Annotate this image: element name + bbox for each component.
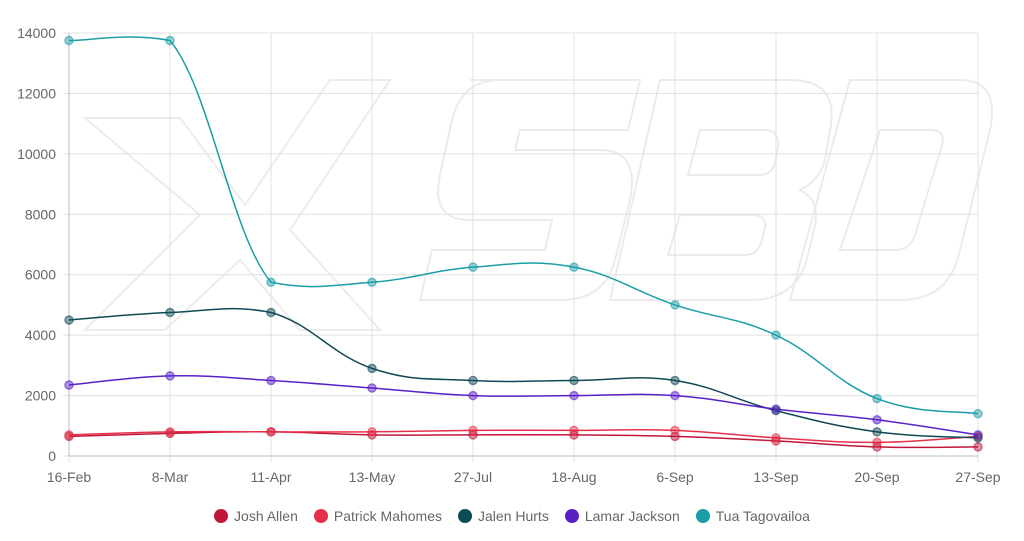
x-tick-label: 18-Aug: [551, 469, 596, 485]
data-point-jalen-hurts[interactable]: [872, 427, 882, 437]
data-point-josh-allen[interactable]: [771, 436, 781, 446]
series-line-jalen-hurts: [68, 307, 979, 439]
y-tick-label: 2000: [25, 388, 56, 404]
x-tick-label: 13-Sep: [753, 469, 798, 485]
legend-label: Lamar Jackson: [584, 508, 680, 524]
y-tick-label: 8000: [25, 206, 56, 222]
x-tick-label: 27-Sep: [955, 469, 1000, 485]
data-point-tua-tagovailoa[interactable]: [569, 262, 579, 272]
data-point-tua-tagovailoa[interactable]: [165, 35, 175, 46]
legend: Josh Allen Patrick Mahomes Jalen Hurts Lama…: [0, 505, 1024, 527]
data-point-patrick-mahomes[interactable]: [64, 430, 74, 440]
data-point-lamar-jackson[interactable]: [872, 414, 882, 425]
axes: 0 2000 4000 6000 8000 10000 12000 14000 16-Feb 8-…: [17, 25, 1001, 485]
data-point-jalen-hurts[interactable]: [670, 375, 680, 386]
watermark-logo: [82, 79, 993, 331]
grid: [68, 32, 979, 462]
series-line-patrick-mahomes: [68, 428, 979, 444]
x-tick-label: 8-Mar: [152, 469, 189, 485]
data-point-lamar-jackson[interactable]: [64, 380, 74, 390]
data-point-lamar-jackson[interactable]: [468, 390, 478, 401]
legend-label: Jalen Hurts: [478, 508, 549, 524]
data-point-patrick-mahomes[interactable]: [266, 427, 276, 437]
data-point-tua-tagovailoa[interactable]: [771, 330, 781, 340]
data-point-lamar-jackson[interactable]: [670, 390, 680, 401]
data-point-patrick-mahomes[interactable]: [165, 427, 175, 437]
x-tick-label: 20-Sep: [854, 469, 899, 485]
legend-marker: [564, 509, 579, 523]
legend-marker: [695, 509, 710, 523]
data-point-lamar-jackson[interactable]: [165, 371, 175, 381]
data-point-jalen-hurts[interactable]: [165, 307, 175, 318]
x-tick-label: 27-Jul: [454, 469, 492, 485]
y-tick-label: 10000: [17, 146, 56, 162]
legend-item-jalen-hurts[interactable]: Jalen Hurts: [458, 508, 549, 524]
legend-label: Tua Tagovailoa: [715, 508, 810, 524]
data-point-jalen-hurts[interactable]: [266, 307, 276, 318]
x-tick-label: 16-Feb: [47, 469, 92, 485]
legend-label: Patrick Mahomes: [333, 508, 443, 524]
data-point-tua-tagovailoa[interactable]: [872, 393, 882, 404]
data-point-lamar-jackson[interactable]: [266, 375, 276, 386]
data-point-jalen-hurts[interactable]: [367, 363, 377, 374]
y-tick-label: 0: [48, 448, 56, 464]
data-point-jalen-hurts[interactable]: [468, 375, 478, 386]
legend-item-patrick-mahomes[interactable]: Patrick Mahomes: [313, 508, 443, 524]
y-tick-label: 4000: [25, 327, 56, 343]
x-tick-label: 13-May: [349, 469, 396, 485]
x-tick-label: 11-Apr: [251, 469, 292, 485]
legend-marker: [214, 509, 229, 523]
data-point-patrick-mahomes[interactable]: [771, 433, 781, 443]
series-line-tua-tagovailoa: [68, 36, 979, 415]
series-points: [64, 35, 983, 452]
data-point-tua-tagovailoa[interactable]: [973, 408, 983, 419]
y-tick-label: 6000: [25, 267, 56, 283]
legend-item-josh-allen[interactable]: Josh Allen: [214, 508, 298, 524]
legend-item-lamar-jackson[interactable]: Lamar Jackson: [564, 508, 680, 524]
data-point-lamar-jackson[interactable]: [367, 383, 377, 393]
data-point-patrick-mahomes[interactable]: [872, 437, 882, 448]
y-tick-label: 14000: [17, 25, 56, 41]
data-point-tua-tagovailoa[interactable]: [670, 300, 680, 310]
data-point-jalen-hurts[interactable]: [64, 315, 74, 325]
data-point-patrick-mahomes[interactable]: [367, 427, 377, 437]
series-lines: [68, 36, 979, 449]
data-point-tua-tagovailoa[interactable]: [266, 277, 276, 288]
data-point-jalen-hurts[interactable]: [569, 375, 579, 386]
data-point-tua-tagovailoa[interactable]: [468, 262, 478, 272]
y-tick-label: 12000: [17, 85, 56, 101]
data-point-lamar-jackson[interactable]: [771, 404, 781, 414]
data-point-josh-allen[interactable]: [367, 430, 377, 440]
data-point-tua-tagovailoa[interactable]: [64, 35, 74, 46]
data-point-tua-tagovailoa[interactable]: [367, 277, 377, 288]
data-point-josh-allen[interactable]: [973, 442, 983, 452]
data-point-lamar-jackson[interactable]: [569, 390, 579, 401]
series-line-josh-allen: [68, 431, 979, 449]
legend-marker: [313, 509, 328, 523]
series-line-lamar-jackson: [68, 375, 979, 436]
data-point-patrick-mahomes[interactable]: [468, 425, 478, 436]
data-point-lamar-jackson[interactable]: [973, 430, 983, 440]
legend-label: Josh Allen: [234, 508, 298, 524]
data-point-jalen-hurts[interactable]: [973, 433, 983, 443]
legend-item-tua-tagovailoa[interactable]: Tua Tagovailoa: [695, 508, 810, 524]
data-point-patrick-mahomes[interactable]: [670, 425, 680, 436]
data-point-patrick-mahomes[interactable]: [569, 425, 579, 436]
legend-marker: [458, 509, 473, 523]
x-tick-label: 6-Sep: [656, 469, 694, 485]
